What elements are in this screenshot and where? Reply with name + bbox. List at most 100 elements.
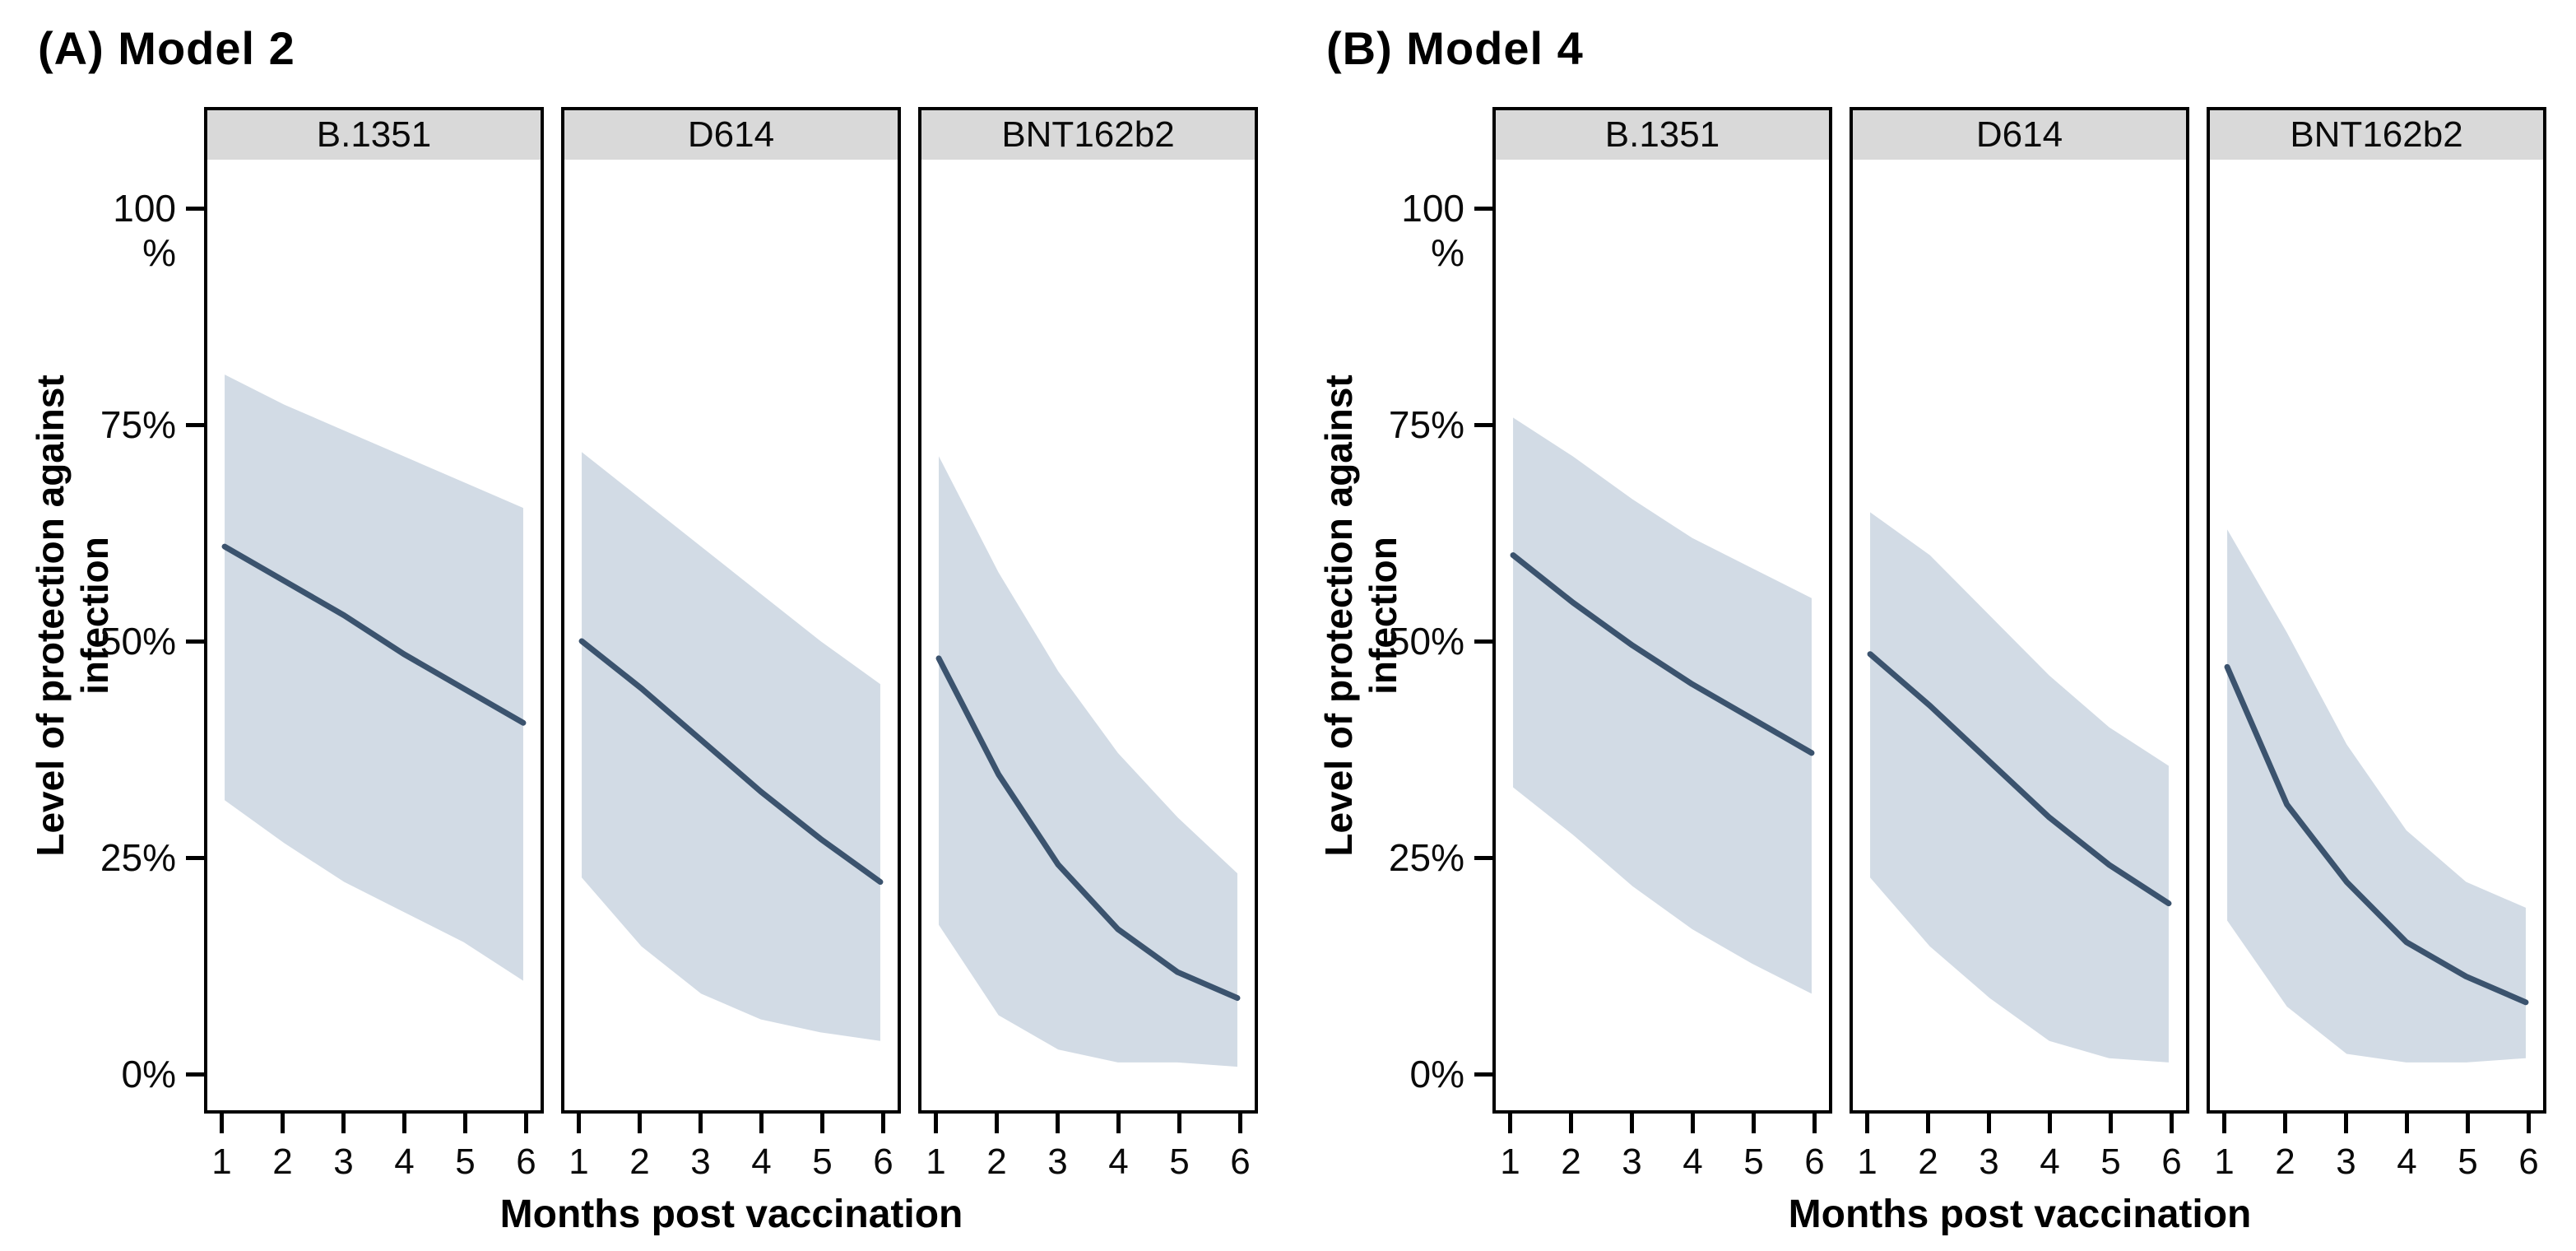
y-tick-label: 25% <box>100 836 176 880</box>
facet-chart <box>1496 417 1829 994</box>
panel-model-4: (B) Model 4 Level of protection against … <box>1288 0 2576 1251</box>
y-tick-mark <box>186 1072 204 1077</box>
panel-title: (B) Model 4 <box>1326 22 1584 74</box>
facet-strip-label: B.1351 <box>1496 110 1829 160</box>
panel-title: (A) Model 2 <box>38 22 295 74</box>
facet-strip-label: B.1351 <box>207 110 541 160</box>
x-tick-label: 4 <box>394 1142 415 1182</box>
x-tick-mark <box>402 1114 406 1133</box>
ci-band <box>939 456 1237 1067</box>
plot-area <box>921 160 1255 1110</box>
x-tick-label: 2 <box>1561 1142 1581 1182</box>
x-tick-label: 1 <box>569 1142 589 1182</box>
x-tick-label: 2 <box>986 1142 1007 1182</box>
facet-chart <box>1853 512 2186 1063</box>
y-tick-label: 25% <box>1388 836 1464 880</box>
x-tick-label: 1 <box>2214 1142 2235 1182</box>
ci-band <box>2227 529 2526 1063</box>
x-tick-label: 1 <box>1500 1142 1520 1182</box>
y-tick-label: 100 % <box>113 187 176 275</box>
x-tick-mark <box>341 1114 346 1133</box>
x-tick-mark <box>463 1114 467 1133</box>
x-tick-label: 4 <box>751 1142 772 1182</box>
plot-area <box>1853 160 2186 1110</box>
x-tick-mark <box>1507 1114 1512 1133</box>
facet-b1351: B.1351 <box>1492 107 1832 1114</box>
x-tick-label: 5 <box>1743 1142 1764 1182</box>
panel-model-2: (A) Model 2 Level of protection against … <box>29 22 1258 1236</box>
x-tick-mark <box>1568 1114 1573 1133</box>
x-tick-mark <box>881 1114 886 1133</box>
x-tick-label: 5 <box>455 1142 476 1182</box>
facet-d614: D614 <box>1850 107 2189 1114</box>
x-tick-mark <box>698 1114 703 1133</box>
x-tick-label: 6 <box>873 1142 893 1182</box>
x-tick-label: 6 <box>516 1142 536 1182</box>
mean-line <box>582 641 880 882</box>
x-tick-label: 2 <box>1918 1142 1938 1182</box>
x-tick-mark <box>759 1114 764 1133</box>
facet-chart <box>921 456 1255 1067</box>
y-tick-mark <box>186 639 204 644</box>
x-tick-label: 2 <box>272 1142 293 1182</box>
x-tick-mark <box>637 1114 642 1133</box>
facet-d614: D614 <box>561 107 901 1114</box>
x-tick-mark <box>2048 1114 2052 1133</box>
ci-band <box>582 452 880 1041</box>
x-tick-mark <box>524 1114 529 1133</box>
x-tick-mark <box>1752 1114 1756 1133</box>
mean-line <box>2227 667 2526 1002</box>
y-tick-label: 0% <box>121 1053 176 1096</box>
x-tick-label: 2 <box>2275 1142 2295 1182</box>
x-tick-label: 6 <box>1804 1142 1825 1182</box>
x-tick-label: 3 <box>2336 1142 2356 1182</box>
x-tick-mark <box>820 1114 824 1133</box>
y-tick-label: 50% <box>1388 620 1464 663</box>
x-tick-mark <box>2527 1114 2532 1133</box>
x-tick-mark <box>576 1114 581 1133</box>
ci-band <box>1513 417 1812 994</box>
x-tick-mark <box>933 1114 938 1133</box>
mean-line <box>939 658 1237 998</box>
y-axis-label: Level of protection against infection <box>1317 374 1404 857</box>
facet-chart <box>2210 529 2543 1063</box>
x-tick-label: 3 <box>690 1142 711 1182</box>
x-tick-label: 1 <box>1857 1142 1877 1182</box>
x-tick-mark <box>1238 1114 1243 1133</box>
y-tick-mark <box>1474 422 1492 427</box>
x-tick-label: 1 <box>211 1142 232 1182</box>
facet-b1351: B.1351 <box>204 107 544 1114</box>
y-tick-mark <box>186 206 204 211</box>
x-tick-mark <box>2343 1114 2348 1133</box>
plot-area <box>2210 160 2543 1110</box>
facet-bnt162b2: BNT162b2 <box>2207 107 2546 1114</box>
x-tick-mark <box>2282 1114 2287 1133</box>
x-tick-label: 5 <box>2458 1142 2478 1182</box>
x-tick-label: 4 <box>1683 1142 1703 1182</box>
x-tick-mark <box>2109 1114 2113 1133</box>
x-tick-mark <box>1116 1114 1121 1133</box>
x-tick-label: 4 <box>2040 1142 2060 1182</box>
x-tick-mark <box>280 1114 285 1133</box>
x-tick-mark <box>1986 1114 1991 1133</box>
y-tick-mark <box>186 855 204 860</box>
x-tick-label: 3 <box>1979 1142 1999 1182</box>
ci-band <box>225 374 523 981</box>
x-axis-label: Months post vaccination <box>1788 1193 2252 1236</box>
x-tick-mark <box>1925 1114 1930 1133</box>
x-tick-mark <box>1177 1114 1181 1133</box>
x-tick-mark <box>994 1114 999 1133</box>
mean-line <box>1870 654 2169 904</box>
x-tick-label: 6 <box>2518 1142 2539 1182</box>
plot-area <box>564 160 898 1110</box>
x-tick-label: 4 <box>2397 1142 2417 1182</box>
x-tick-label: 6 <box>2161 1142 2182 1182</box>
x-tick-label: 4 <box>1108 1142 1129 1182</box>
facet-strip-label: D614 <box>564 110 898 160</box>
y-tick-mark <box>186 422 204 427</box>
y-tick-mark <box>1474 855 1492 860</box>
